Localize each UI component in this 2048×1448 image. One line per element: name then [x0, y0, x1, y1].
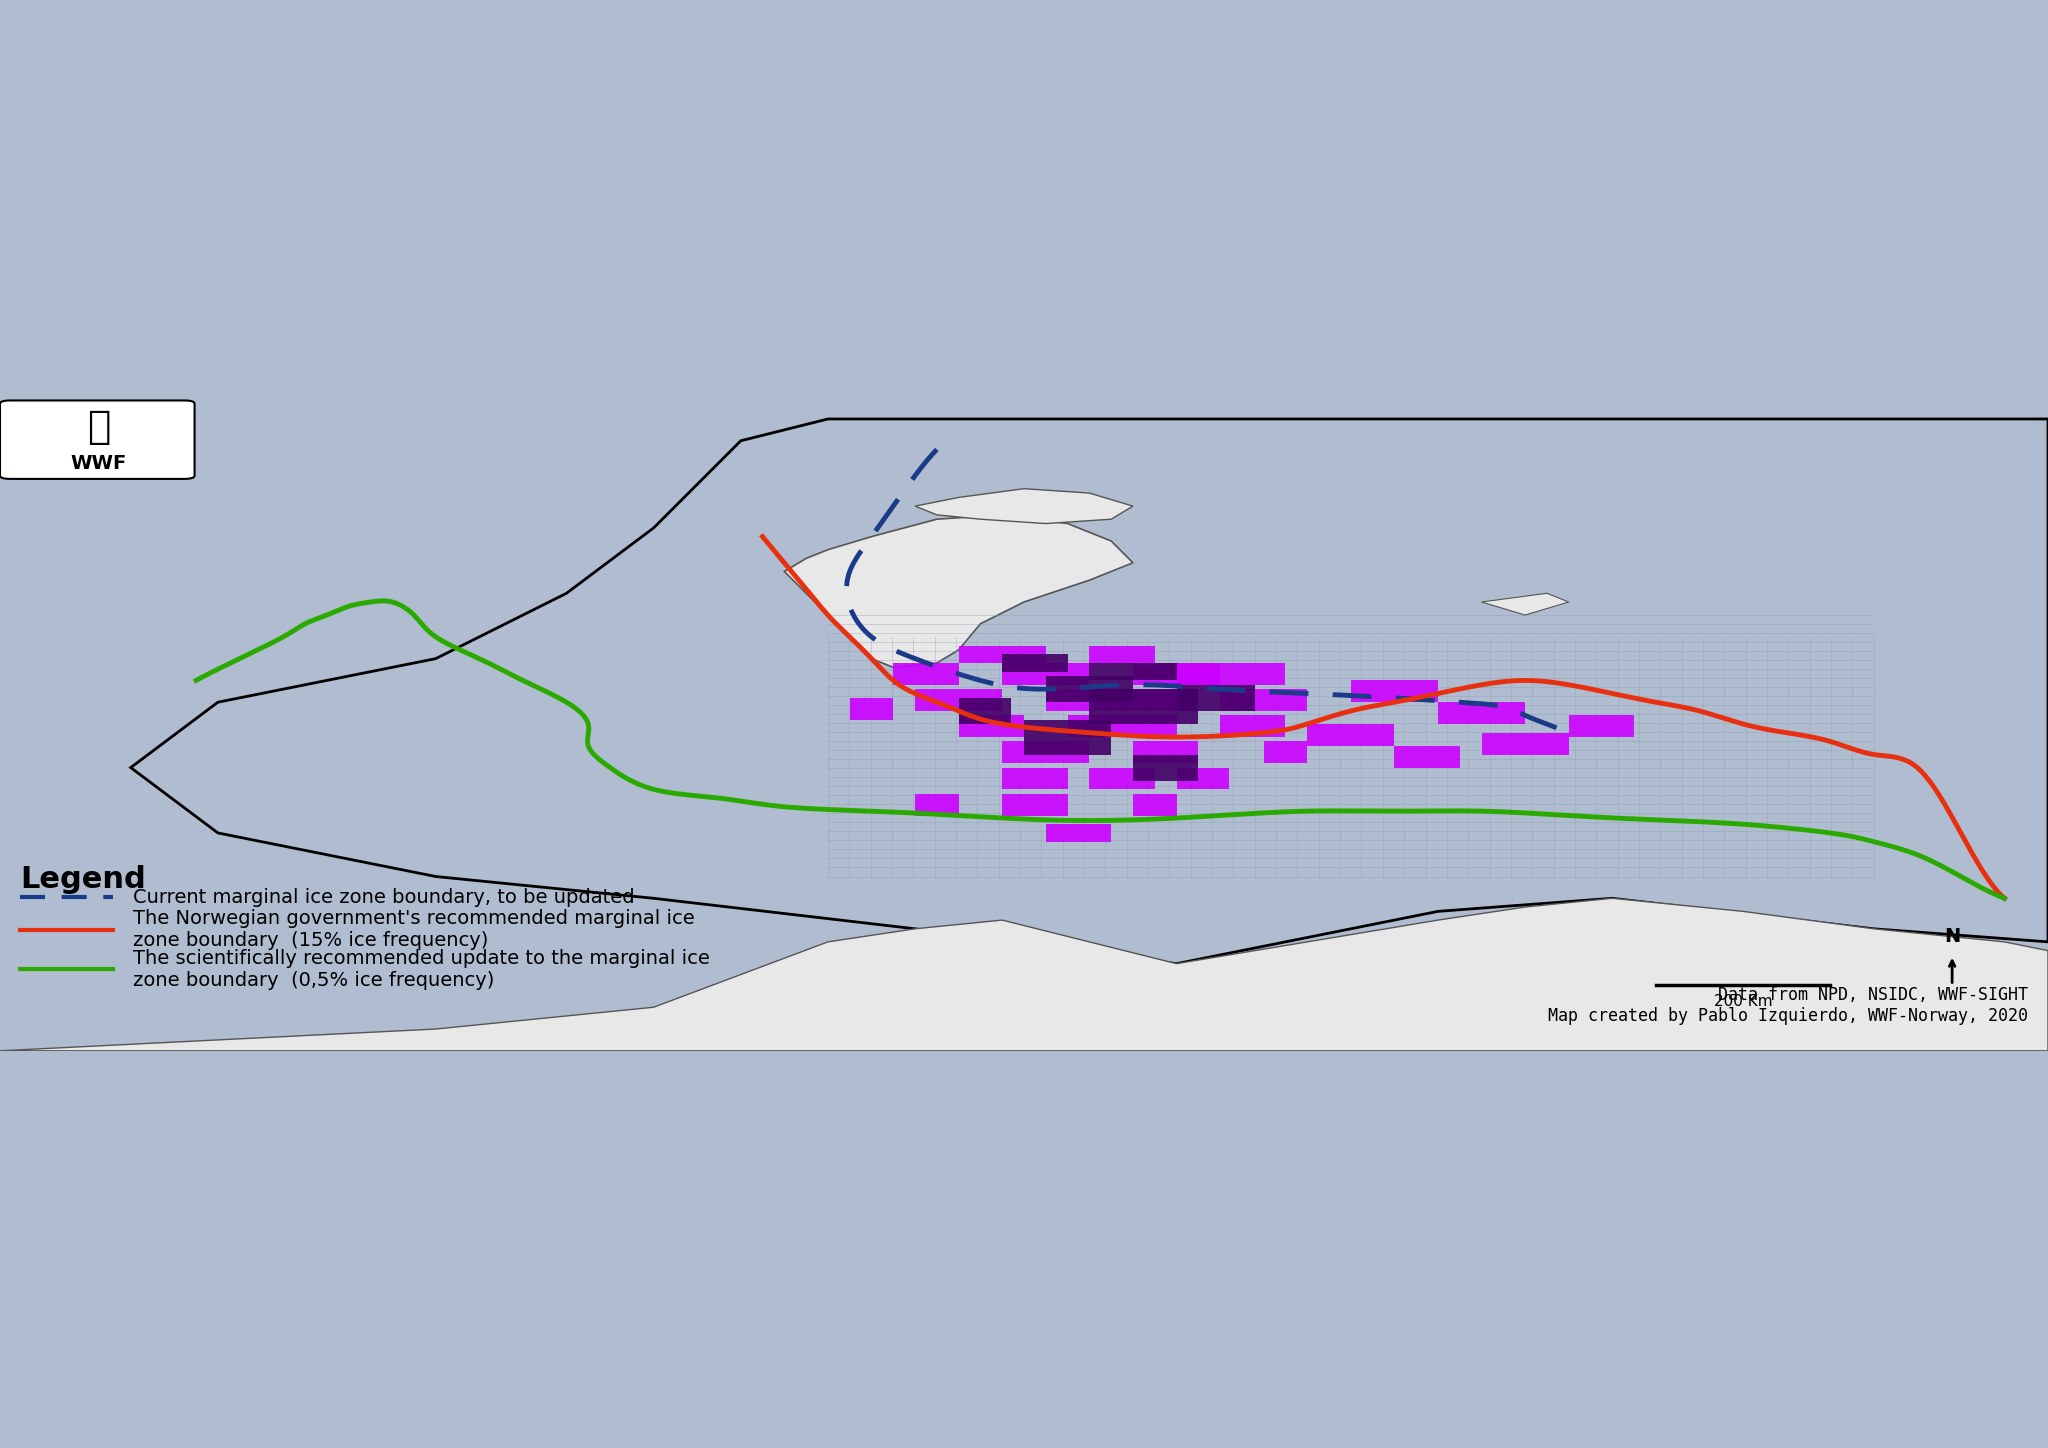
Bar: [850, 698, 893, 720]
Text: 200 Km: 200 Km: [1714, 995, 1772, 1009]
Bar: [915, 794, 958, 815]
Text: The scientifically recommended update to the marginal ice
zone boundary  (0,5% i: The scientifically recommended update to…: [133, 948, 711, 989]
Bar: [1001, 794, 1067, 815]
Bar: [1047, 689, 1176, 711]
Bar: [1133, 754, 1198, 780]
Bar: [893, 663, 958, 685]
Bar: [1176, 767, 1229, 789]
Text: 🐼: 🐼: [86, 407, 111, 446]
Polygon shape: [784, 515, 1133, 668]
Polygon shape: [1481, 594, 1569, 615]
Bar: [1001, 767, 1067, 789]
Text: WWF: WWF: [70, 455, 127, 473]
Bar: [1221, 715, 1286, 737]
Bar: [1024, 720, 1112, 754]
Bar: [1133, 741, 1198, 763]
Bar: [1176, 663, 1286, 685]
Text: N: N: [1944, 927, 1960, 946]
Bar: [1090, 689, 1198, 724]
Bar: [1090, 646, 1155, 663]
Text: The Norwegian government's recommended marginal ice
zone boundary  (15% ice freq: The Norwegian government's recommended m…: [133, 909, 694, 950]
Bar: [1395, 746, 1460, 767]
Bar: [1481, 733, 1569, 754]
Bar: [1047, 824, 1112, 841]
FancyBboxPatch shape: [0, 401, 195, 479]
Polygon shape: [915, 488, 1133, 524]
Bar: [1438, 702, 1526, 724]
Bar: [958, 698, 1012, 724]
Text: Current marginal ice zone boundary, to be updated: Current marginal ice zone boundary, to b…: [133, 888, 635, 906]
Bar: [1133, 794, 1176, 815]
Bar: [958, 715, 1024, 737]
Bar: [1001, 654, 1067, 672]
Bar: [1090, 663, 1176, 681]
Bar: [915, 689, 1001, 711]
Text: Data from NPD, NSIDC, WWF-SIGHT
Map created by Pablo Izquierdo, WWF-Norway, 2020: Data from NPD, NSIDC, WWF-SIGHT Map crea…: [1548, 986, 2028, 1025]
Bar: [1569, 715, 1634, 737]
Bar: [1221, 689, 1307, 711]
Text: Legend: Legend: [20, 864, 145, 893]
Bar: [1067, 715, 1176, 737]
Bar: [1047, 676, 1133, 702]
Bar: [1307, 724, 1395, 746]
Bar: [1133, 663, 1221, 685]
Bar: [1352, 681, 1438, 702]
Bar: [1176, 685, 1255, 711]
Bar: [1001, 741, 1090, 763]
Bar: [958, 646, 1047, 663]
Polygon shape: [0, 898, 2048, 1051]
Bar: [1090, 767, 1155, 789]
Bar: [1264, 741, 1307, 763]
Bar: [1001, 663, 1090, 685]
